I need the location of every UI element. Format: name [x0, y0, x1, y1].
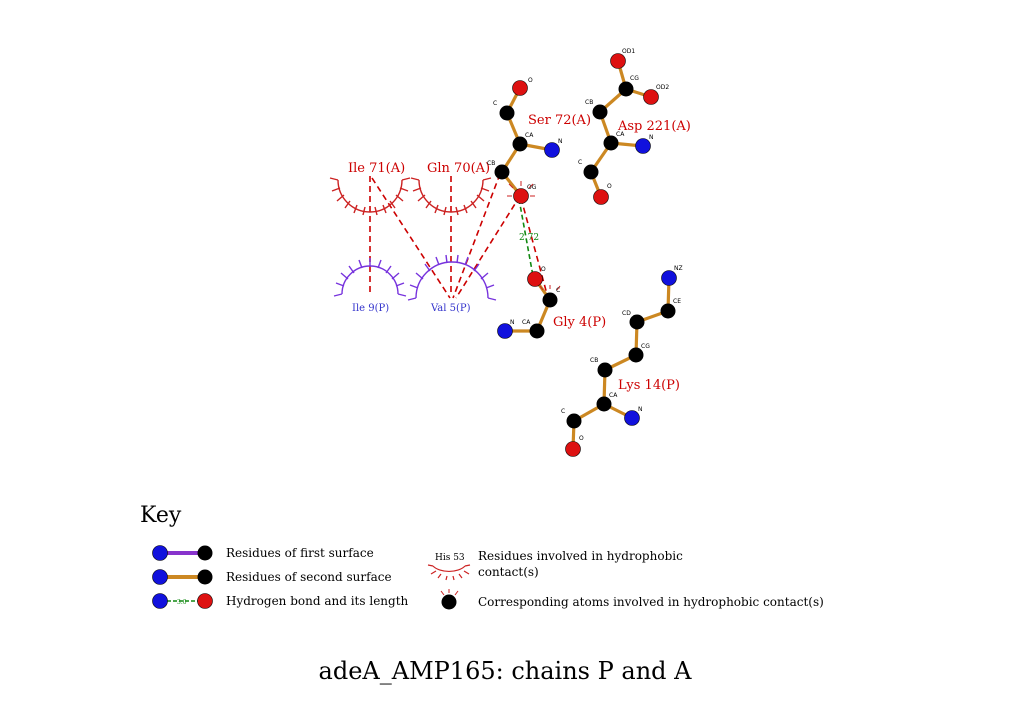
hbond-length-label: 2.72 — [519, 233, 539, 243]
contact-cb-val5 — [452, 173, 501, 299]
atom-lys-O — [565, 441, 581, 457]
atom-gly-N — [497, 323, 513, 339]
residue-lys14: NZ CE CD CG CB CA N C O Lys 14(P) — [561, 265, 683, 457]
key-hydrophobic-label-line1: Residues involved in hydrophobic — [478, 549, 683, 563]
atom-ser-OG — [513, 188, 529, 204]
residue-label-val5: Val 5(P) — [430, 303, 471, 314]
key-second-surface-sample — [152, 569, 213, 585]
atom-ser-N — [544, 142, 560, 158]
atom-label-lys-CE: CE — [673, 298, 681, 305]
key-hydrophobic-arc-sample — [427, 564, 471, 581]
atom-label-asp-O: O — [607, 183, 612, 190]
atom-lys-C — [566, 413, 582, 429]
atom-ser-CB — [494, 164, 510, 180]
atom-lys-CB — [597, 362, 613, 378]
atom-label-lys-C: C — [561, 408, 565, 415]
residue-ser72: O C CA N CB OG Ser 72(A) — [487, 77, 591, 204]
residue-label-asp221: Asp 221(A) — [617, 119, 691, 134]
residue-label-lys14: Lys 14(P) — [618, 378, 680, 393]
key-hbond-label: Hydrogen bond and its length — [226, 594, 409, 608]
residue-label-gln70: Gln 70(A) — [427, 161, 490, 176]
atom-label-lys-CA: CA — [609, 392, 618, 399]
atom-label-ser-C: C — [493, 100, 497, 107]
atom-label-asp-N: N — [649, 134, 654, 141]
key-hbond-example-length: 3.0 — [177, 599, 187, 606]
atom-label-ser-N: N — [558, 138, 563, 145]
atom-lys-CA — [596, 396, 612, 412]
key-second-surface-label: Residues of second surface — [226, 570, 392, 584]
atom-label-asp-CB: CB — [585, 99, 593, 106]
atom-label-ser-CA: CA — [525, 132, 534, 139]
atom-label-gly-O: O — [541, 266, 546, 273]
residue-label-ser72: Ser 72(A) — [528, 113, 591, 128]
atom-label-gly-N: N — [510, 319, 515, 326]
gly-c-hydrophobic-marker — [539, 285, 561, 291]
key-hydrophobic-label-line2: contact(s) — [478, 565, 539, 579]
atom-lys-CG — [628, 347, 644, 363]
atom-asp-CA — [603, 135, 619, 151]
atom-asp-N — [635, 138, 651, 154]
atom-asp-OD1 — [610, 53, 626, 69]
atom-asp-CB — [592, 104, 608, 120]
atom-label-ser-O: O — [528, 77, 533, 84]
atom-ser-O — [512, 80, 528, 96]
atom-lys-CE — [660, 303, 676, 319]
atom-label-asp-OD2: OD2 — [656, 84, 669, 91]
hydrogen-bond: 2.72 — [518, 198, 539, 277]
contact-og-gly4c — [520, 197, 549, 299]
key-hbond-sample: 3.0 — [152, 593, 213, 609]
atom-asp-CG — [618, 81, 634, 97]
hydrophobic-arc-ile9 — [333, 258, 407, 297]
diagram-caption: adeA_AMP165: chains P and A — [319, 657, 693, 685]
hydrophobic-arc-gln70 — [410, 177, 492, 216]
atom-label-lys-CG: CG — [641, 343, 650, 350]
atom-label-asp-CG: CG — [630, 75, 639, 82]
hydrophobic-contact-lines — [369, 173, 549, 299]
atom-lys-CD — [629, 314, 645, 330]
atom-asp-O — [593, 189, 609, 205]
contact-ile71-val5 — [371, 177, 451, 299]
atom-asp-OD2 — [643, 89, 659, 105]
residue-label-ile9: Ile 9(P) — [352, 303, 389, 314]
legend-key: Key Residues of first surface Residues o… — [140, 503, 824, 610]
contact-og-val5 — [455, 195, 521, 299]
atom-label-asp-C: C — [578, 159, 582, 166]
atom-label-lys-NZ: NZ — [674, 265, 683, 272]
key-contact-atom-sample — [440, 589, 459, 610]
key-corresponding-atoms-label: Corresponding atoms involved in hydropho… — [478, 595, 824, 609]
residue-label-gly4: Gly 4(P) — [553, 315, 606, 330]
key-hydrophobic-example-label: His 53 — [435, 553, 465, 563]
atom-label-lys-CB: CB — [590, 357, 598, 364]
atom-label-lys-CD: CD — [622, 310, 631, 317]
atom-label-gly-C: C — [556, 287, 560, 294]
atom-label-lys-O: O — [579, 435, 584, 442]
key-title: Key — [140, 503, 182, 528]
hydrophobic-arc-ile71 — [329, 177, 411, 216]
atom-label-gly-CA: CA — [522, 319, 531, 326]
residue-gly4: O C CA N Gly 4(P) — [497, 266, 606, 339]
atom-label-ser-CB: CB — [487, 160, 495, 167]
atom-gly-C — [542, 292, 558, 308]
hydrophobic-arc-val5 — [407, 254, 497, 301]
atom-asp-C — [583, 164, 599, 180]
atom-label-lys-N: N — [638, 406, 643, 413]
residue-label-ile71: Ile 71(A) — [348, 161, 405, 176]
atom-gly-CA — [529, 323, 545, 339]
atom-label-asp-OD1: OD1 — [622, 48, 635, 55]
atom-label-ser-OG: OG — [527, 184, 537, 191]
atom-ser-CA — [512, 136, 528, 152]
residue-asp221: OD1 CG OD2 CB CA N C O Asp 221(A) — [578, 48, 691, 205]
key-first-surface-sample — [152, 545, 213, 561]
key-first-surface-label: Residues of first surface — [226, 546, 374, 560]
atom-lys-NZ — [661, 270, 677, 286]
atom-label-asp-CA: CA — [616, 131, 625, 138]
atom-lys-N — [624, 410, 640, 426]
ser-og-hydrophobic-marker — [507, 181, 535, 197]
atom-ser-C — [499, 105, 515, 121]
atom-gly-O — [527, 271, 543, 287]
